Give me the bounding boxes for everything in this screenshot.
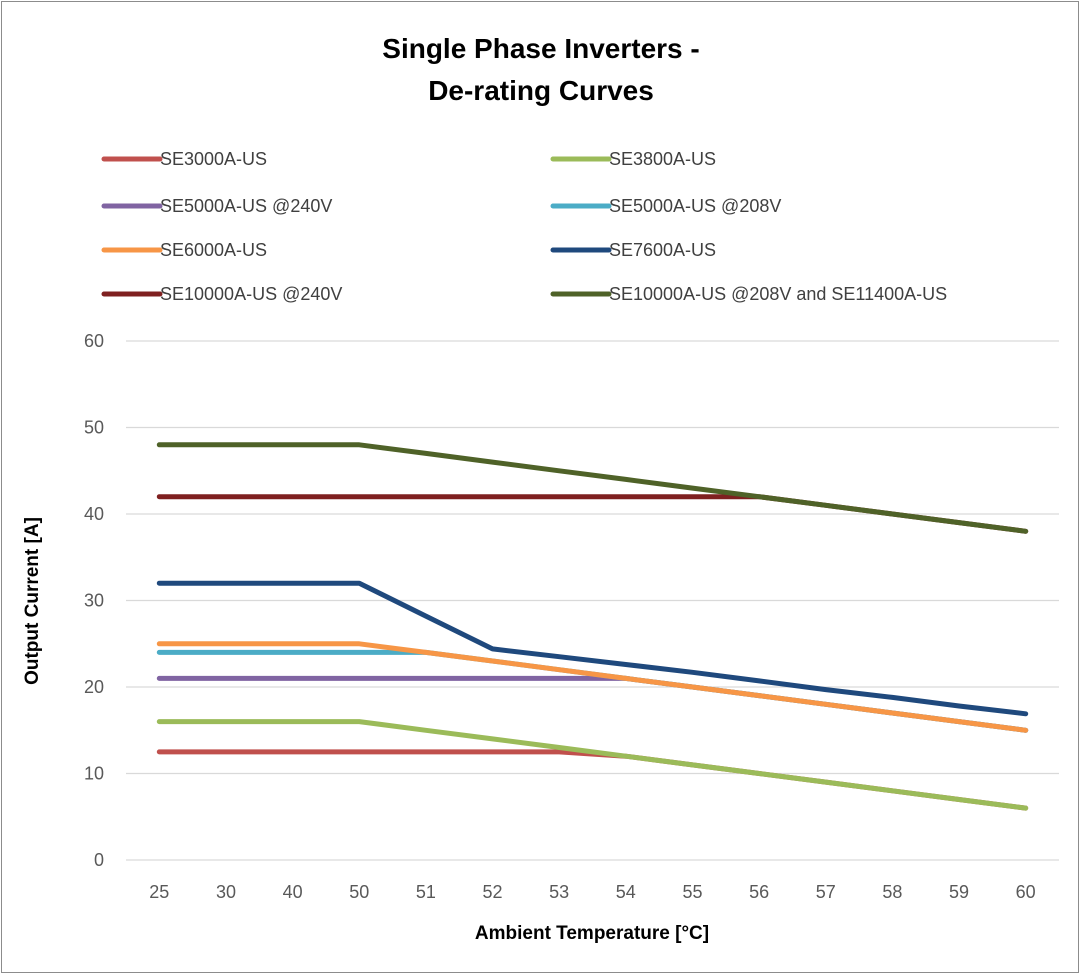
legend-label: SE5000A-US @208V (609, 196, 781, 216)
legend-label: SE10000A-US @208V and SE11400A-US (609, 284, 947, 304)
legend-label: SE7600A-US (609, 240, 716, 260)
y-tick-label: 60 (84, 331, 104, 351)
x-tick-label: 52 (483, 882, 503, 902)
x-tick-label: 59 (949, 882, 969, 902)
legend: SE3000A-US SE3800A-US SE5000A-US @240V SE50… (101, 149, 947, 304)
y-tick-label: 30 (84, 591, 104, 611)
series-line (156, 442, 1029, 534)
legend-label: SE3000A-US (160, 149, 267, 169)
x-tick-label: 50 (349, 882, 369, 902)
series-line (156, 580, 1029, 717)
y-tick-label: 0 (94, 850, 104, 870)
x-axis-title: Ambient Temperature [°C] (475, 923, 709, 944)
chart-title-line-1: Single Phase Inverters - (382, 33, 700, 64)
gridlines (126, 340, 1059, 861)
x-tick-label: 40 (283, 882, 303, 902)
x-tick-label: 51 (416, 882, 436, 902)
series-line (156, 649, 1029, 733)
chart-title: Single Phase Inverters - De-rating Curve… (0, 28, 1082, 112)
x-tick-label: 55 (682, 882, 702, 902)
legend-label: SE6000A-US (160, 240, 267, 260)
series-lines (156, 442, 1029, 811)
x-tick-label: 58 (882, 882, 902, 902)
x-tick-label: 30 (216, 882, 236, 902)
x-axis-ticks: 25 30 40 50 51 52 53 54 55 56 57 58 59 60 (149, 882, 1035, 902)
x-tick-label: 54 (616, 882, 636, 902)
y-tick-label: 50 (84, 418, 104, 438)
legend-label: SE5000A-US @240V (160, 196, 332, 216)
y-tick-label: 10 (84, 764, 104, 784)
series-line (156, 719, 1029, 811)
series-line (156, 641, 1029, 733)
chart-title-line-2: De-rating Curves (428, 75, 654, 106)
y-tick-label: 20 (84, 677, 104, 697)
x-tick-label: 53 (549, 882, 569, 902)
x-tick-label: 60 (1016, 882, 1036, 902)
x-tick-label: 57 (816, 882, 836, 902)
series-line (156, 749, 1029, 811)
y-axis-title: Output Current [A] (22, 517, 43, 685)
y-axis-ticks: 0 10 20 30 40 50 60 (84, 331, 104, 870)
y-tick-label: 40 (84, 504, 104, 524)
x-tick-label: 25 (149, 882, 169, 902)
x-tick-label: 56 (749, 882, 769, 902)
legend-label: SE3800A-US (609, 149, 716, 169)
legend-label: SE10000A-US @240V (160, 284, 342, 304)
